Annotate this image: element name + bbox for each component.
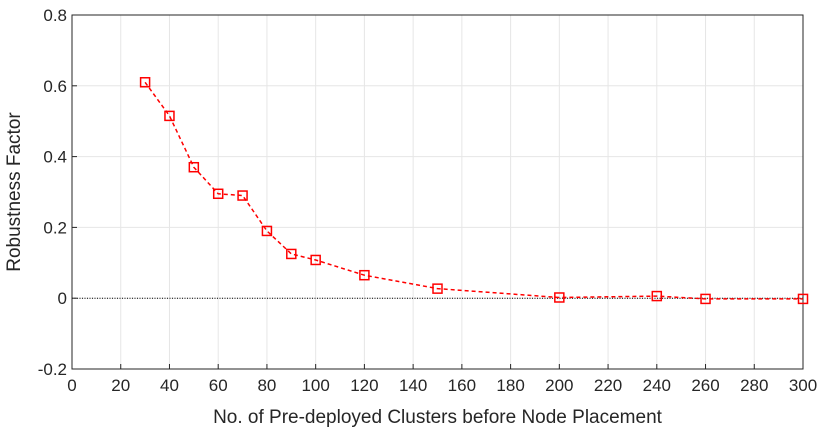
data-point-marker — [212, 188, 224, 200]
x-tick-label: 60 — [209, 376, 228, 395]
x-tick-label: 180 — [496, 376, 524, 395]
y-axis-title: Robustness Factor — [4, 112, 25, 272]
x-axis-title: No. of Pre-deployed Clusters before Node… — [213, 407, 663, 428]
data-point-marker — [432, 283, 443, 294]
data-point-marker — [286, 248, 297, 260]
x-tick-label: 220 — [594, 376, 622, 395]
y-tick-label: 0.8 — [43, 6, 67, 25]
grid — [72, 15, 803, 369]
y-tick-labels: -0.2 0 0.2 0.4 0.6 0.8 — [38, 6, 77, 379]
x-tick-label: 200 — [545, 376, 573, 395]
x-tick-label: 0 — [67, 376, 76, 395]
y-tick-label: 0.6 — [43, 77, 67, 96]
y-tick-label: -0.2 — [38, 360, 67, 379]
x-tick-label: 240 — [643, 376, 671, 395]
data-point-marker — [554, 292, 565, 303]
data-point-marker — [359, 269, 370, 281]
plot-frame — [71, 14, 804, 370]
y-tick-label: 0.4 — [43, 148, 67, 167]
data-point-marker — [700, 293, 711, 305]
data-point-marker — [651, 290, 663, 302]
data-point-marker — [237, 190, 248, 201]
x-tick-label: 260 — [691, 376, 719, 395]
x-tick-label: 280 — [740, 376, 768, 395]
x-tick-label: 300 — [789, 376, 817, 395]
x-tick-label: 140 — [399, 376, 427, 395]
x-tick-label: 80 — [257, 376, 276, 395]
data-point-marker — [188, 161, 200, 173]
x-tick-label: 20 — [111, 376, 130, 395]
data-point-marker — [164, 110, 175, 122]
series-line — [144, 81, 803, 300]
x-tick-label: 100 — [301, 376, 329, 395]
x-tick-label: 40 — [160, 376, 179, 395]
y-tick-label: 0.2 — [43, 218, 67, 237]
data-point-marker — [797, 293, 809, 305]
y-tick-label: 0 — [58, 289, 67, 308]
data-point-marker — [310, 254, 321, 266]
x-tick-label: 120 — [350, 376, 378, 395]
x-tick-label: 160 — [448, 376, 476, 395]
data-point-marker — [261, 225, 273, 237]
data-point-marker — [139, 77, 151, 88]
x-tick-labels: 0 20 40 60 80 100 120 140 160 180 200 220 240 260 280 3… — [67, 364, 817, 395]
series — [139, 77, 809, 305]
